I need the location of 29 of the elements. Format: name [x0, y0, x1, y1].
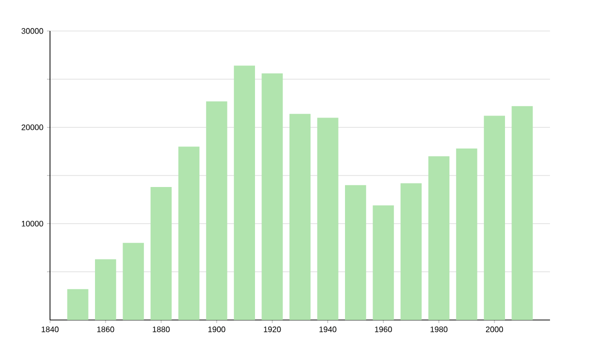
x-tick-label: 1940 — [319, 326, 336, 332]
bar — [262, 73, 283, 320]
x-tick-label: 1980 — [430, 326, 448, 332]
bar — [67, 289, 88, 320]
x-tick-label: 2000 — [486, 326, 504, 332]
y-tick-label: 10000 — [22, 220, 44, 226]
bar — [400, 183, 422, 320]
bar — [206, 101, 228, 320]
bar — [317, 118, 338, 320]
x-tick-label: 1900 — [208, 326, 226, 332]
bar — [345, 185, 366, 320]
bar — [122, 242, 144, 320]
bar — [95, 259, 116, 320]
y-tick-label: 20000 — [22, 124, 44, 130]
bar — [178, 146, 200, 320]
y-tick-label: 30000 — [22, 28, 44, 34]
bar — [512, 106, 533, 320]
x-tick-label: 1860 — [97, 326, 114, 332]
bar — [428, 156, 450, 320]
x-tick-label: 1920 — [264, 326, 281, 332]
bar — [150, 187, 172, 320]
bar — [289, 114, 311, 320]
bar — [234, 66, 256, 320]
x-tick-label: 1840 — [42, 326, 59, 332]
bar — [372, 205, 394, 320]
x-tick-label: 1880 — [152, 326, 170, 332]
bar — [456, 148, 478, 320]
bar — [484, 116, 505, 320]
x-tick-label: 1960 — [375, 326, 392, 332]
